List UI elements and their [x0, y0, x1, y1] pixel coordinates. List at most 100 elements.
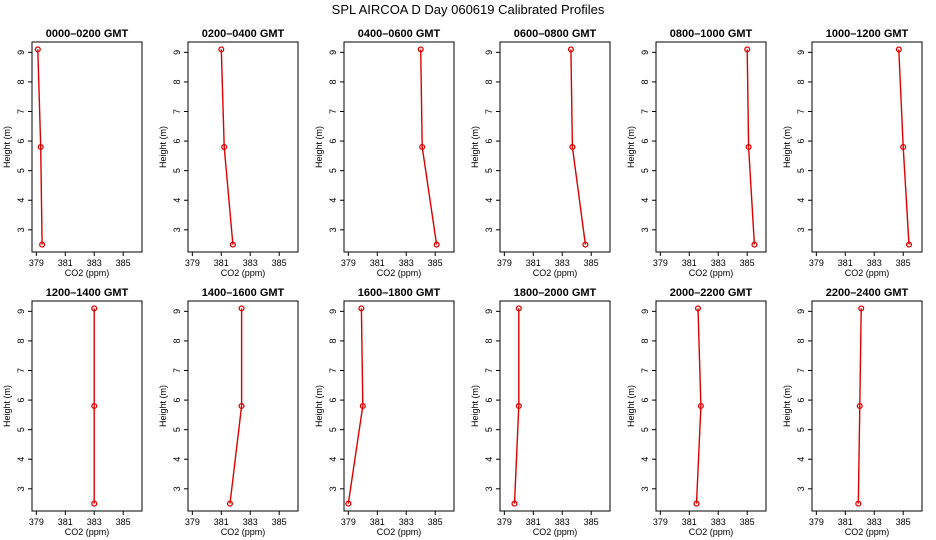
- profile-line: [857, 308, 862, 504]
- panel-1: 0000–0200 GMT 379 381 383 385 3 4 5 6 7 8 9 CO2 (ppm…: [2, 28, 143, 278]
- y-axis-label: Height (m): [158, 126, 168, 168]
- y-tick-label: 9: [172, 309, 182, 314]
- y-tick-label: 4: [16, 198, 26, 203]
- x-tick-label: 383: [867, 258, 882, 268]
- profile-point: [345, 500, 352, 507]
- x-axis-label: CO2 (ppm): [533, 268, 578, 278]
- x-tick-label: 379: [341, 258, 356, 268]
- profile-point: [855, 500, 862, 507]
- y-axis-label: Height (m): [626, 385, 636, 427]
- profile-point: [358, 305, 365, 312]
- x-tick-label: 379: [809, 517, 824, 527]
- x-tick-label: 383: [867, 517, 882, 527]
- x-tick-label: 379: [497, 517, 512, 527]
- x-tick-label: 381: [370, 258, 385, 268]
- y-tick-label: 9: [484, 50, 494, 55]
- panel-7: 1200–1400 GMT 379 381 383 385 3 4 5 6 7 8 9 CO2 (ppm…: [2, 287, 143, 537]
- profile-line: [513, 308, 520, 504]
- x-tick-label: 385: [740, 258, 755, 268]
- profile-point: [582, 241, 589, 248]
- y-tick-label: 6: [328, 139, 338, 144]
- panel-title: 1800–2000 GMT: [514, 287, 597, 299]
- y-axis-label: Height (m): [626, 126, 636, 168]
- profile-point: [226, 500, 234, 507]
- y-tick-label: 4: [640, 198, 650, 203]
- x-tick-label: 381: [526, 517, 541, 527]
- y-axis-label: Height (m): [470, 385, 480, 427]
- y-tick-label: 9: [796, 309, 806, 314]
- y-axis-label: Height (m): [158, 385, 168, 427]
- y-tick-label: 4: [16, 457, 26, 462]
- y-tick-label: 5: [172, 168, 182, 173]
- plot-frame: [811, 300, 923, 512]
- y-tick-label: 3: [796, 486, 806, 491]
- y-tick-label: 9: [484, 309, 494, 314]
- y-tick-label: 3: [172, 486, 182, 491]
- plot-frame: [655, 300, 767, 512]
- x-axis-label: CO2 (ppm): [221, 268, 266, 278]
- x-tick-label: 383: [399, 517, 414, 527]
- y-tick-label: 6: [640, 139, 650, 144]
- y-tick-label: 4: [328, 198, 338, 203]
- x-tick-label: 379: [29, 258, 44, 268]
- panel-title: 1600–1800 GMT: [358, 287, 441, 299]
- y-tick-label: 8: [796, 338, 806, 343]
- plot-frame: [343, 41, 455, 253]
- plot-frame: [499, 300, 611, 512]
- panel-9: 1600–1800 GMT 379 381 383 385 3 4 5 6 7 8 9 CO2 (ppm…: [314, 287, 455, 537]
- profile-point: [515, 305, 522, 312]
- x-tick-label: 383: [399, 258, 414, 268]
- y-tick-label: 8: [796, 79, 806, 84]
- profile-line: [695, 308, 702, 504]
- y-tick-label: 7: [484, 109, 494, 114]
- y-tick-label: 5: [172, 427, 182, 432]
- y-tick-label: 7: [796, 368, 806, 373]
- x-tick-label: 379: [809, 258, 824, 268]
- y-tick-label: 4: [172, 198, 182, 203]
- y-tick-label: 4: [484, 198, 494, 203]
- y-tick-label: 5: [328, 427, 338, 432]
- x-axis-label: CO2 (ppm): [377, 527, 422, 537]
- x-axis-label: CO2 (ppm): [845, 268, 890, 278]
- x-tick-label: 383: [711, 517, 726, 527]
- y-tick-label: 4: [328, 457, 338, 462]
- y-tick-label: 6: [484, 398, 494, 403]
- y-tick-label: 3: [640, 227, 650, 232]
- y-tick-label: 7: [640, 109, 650, 114]
- x-tick-label: 379: [185, 258, 200, 268]
- x-axis-label: CO2 (ppm): [845, 527, 890, 537]
- x-axis-label: CO2 (ppm): [65, 527, 110, 537]
- x-tick-label: 385: [584, 517, 599, 527]
- x-tick-label: 381: [838, 517, 853, 527]
- profile-point: [238, 305, 245, 312]
- y-tick-label: 7: [16, 109, 26, 114]
- y-tick-label: 6: [640, 398, 650, 403]
- y-tick-label: 4: [484, 457, 494, 462]
- profile-line: [229, 308, 243, 504]
- y-tick-label: 5: [640, 427, 650, 432]
- profile-point: [745, 143, 752, 151]
- y-tick-label: 5: [16, 427, 26, 432]
- profile-point: [693, 500, 700, 507]
- profile-point: [895, 46, 902, 53]
- panel-title: 0600–0800 GMT: [514, 28, 597, 40]
- y-tick-label: 3: [328, 227, 338, 232]
- y-tick-label: 9: [172, 50, 182, 55]
- y-tick-label: 9: [16, 50, 26, 55]
- y-axis-label: Height (m): [314, 126, 324, 168]
- y-tick-label: 5: [484, 168, 494, 173]
- x-tick-label: 381: [214, 258, 229, 268]
- x-axis-label: CO2 (ppm): [689, 527, 734, 537]
- x-tick-label: 383: [87, 517, 102, 527]
- profile-point: [751, 241, 758, 248]
- profile-line: [570, 49, 587, 245]
- x-tick-label: 385: [896, 258, 911, 268]
- panel-6: 1000–1200 GMT 379 381 383 385 3 4 5 6 7 8 9 CO2 (ppm…: [782, 28, 923, 278]
- y-tick-label: 3: [796, 227, 806, 232]
- profile-point: [433, 241, 440, 248]
- y-tick-label: 8: [172, 338, 182, 343]
- panel-title: 0200–0400 GMT: [202, 28, 285, 40]
- x-axis-label: CO2 (ppm): [221, 527, 266, 537]
- plot-frame: [187, 41, 299, 253]
- y-tick-label: 5: [484, 427, 494, 432]
